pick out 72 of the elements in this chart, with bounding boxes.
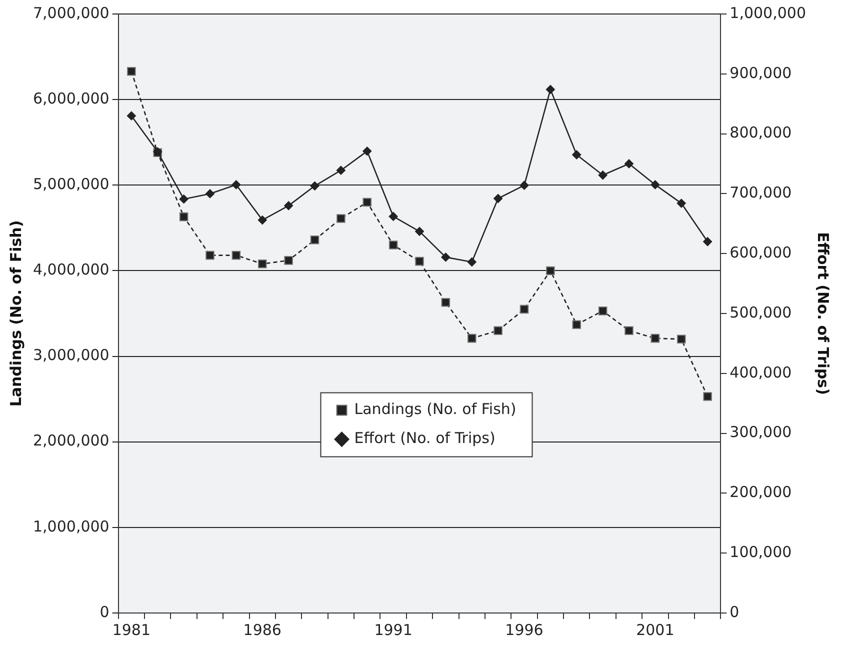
x-tick-label: 1991	[374, 620, 412, 639]
point	[650, 180, 660, 190]
y2-tick-label: 1,000,000	[730, 4, 806, 22]
y-tick-label: 3,000,000	[32, 346, 110, 364]
point	[310, 236, 320, 244]
point	[362, 198, 372, 207]
point	[598, 306, 608, 316]
y-tick-label: 0	[100, 602, 110, 621]
y-tick-label: 4,000,000	[32, 260, 110, 279]
point	[703, 392, 712, 401]
point	[441, 252, 450, 262]
y-tick-label: 1,000,000	[32, 517, 110, 536]
x-tick-label: 1981	[112, 620, 151, 639]
point	[572, 150, 582, 160]
legend-label: Effort (No. of Trips)	[354, 429, 496, 448]
y2-tick-label: 100,000	[730, 542, 792, 561]
point	[598, 170, 608, 180]
y-tick-label: 5,000,000	[32, 175, 110, 194]
y2-tick-label: 400,000	[730, 363, 792, 382]
point	[494, 326, 502, 336]
point	[206, 250, 214, 260]
point	[206, 189, 214, 198]
point	[676, 334, 686, 344]
y-tick-label: 2,000,000	[32, 432, 110, 450]
point	[624, 159, 634, 168]
point	[310, 181, 320, 190]
point	[650, 334, 660, 343]
point	[126, 111, 136, 120]
point	[258, 259, 267, 268]
y-axis-title: Landings (No. of Fish)	[6, 220, 25, 407]
point	[388, 240, 398, 250]
y-tick-label: 6,000,000	[32, 89, 110, 108]
y2-tick-label: 900,000	[730, 64, 792, 82]
point	[336, 166, 346, 175]
point	[127, 66, 136, 76]
y2-axis-title: Effort (No. of Trips)	[814, 232, 832, 395]
x-tick-label: 1986	[243, 620, 282, 639]
point	[676, 198, 686, 208]
point	[441, 298, 450, 307]
point	[232, 250, 241, 260]
point	[415, 226, 424, 236]
point	[179, 212, 188, 222]
y2-tick-label: 600,000	[730, 243, 792, 262]
point	[467, 334, 476, 343]
x-tick-label: 1996	[505, 620, 544, 639]
point	[467, 257, 476, 266]
point	[179, 194, 188, 204]
y2-tick-label: 0	[730, 602, 740, 621]
point	[546, 84, 555, 94]
y2-tick-label: 200,000	[730, 483, 792, 502]
point	[284, 201, 294, 210]
point	[362, 146, 372, 156]
point	[520, 304, 529, 314]
point	[284, 256, 293, 265]
point	[258, 216, 267, 225]
y2-tick-label: 500,000	[730, 303, 792, 322]
point	[415, 256, 424, 266]
point	[388, 212, 398, 221]
y2-tick-label: 700,000	[730, 184, 792, 202]
point	[336, 214, 346, 223]
point	[624, 326, 634, 336]
point	[232, 180, 241, 190]
y-tick-label: 7,000,000	[32, 4, 110, 22]
legend-label: Landings (No. of Fish)	[354, 400, 516, 418]
y2-tick-label: 300,000	[730, 423, 792, 442]
point	[494, 194, 503, 203]
point	[546, 266, 555, 276]
x-tick-label: 2001	[636, 620, 674, 639]
y2-tick-label: 800,000	[730, 124, 792, 142]
point	[572, 320, 582, 330]
point	[520, 180, 529, 190]
point	[703, 237, 712, 246]
